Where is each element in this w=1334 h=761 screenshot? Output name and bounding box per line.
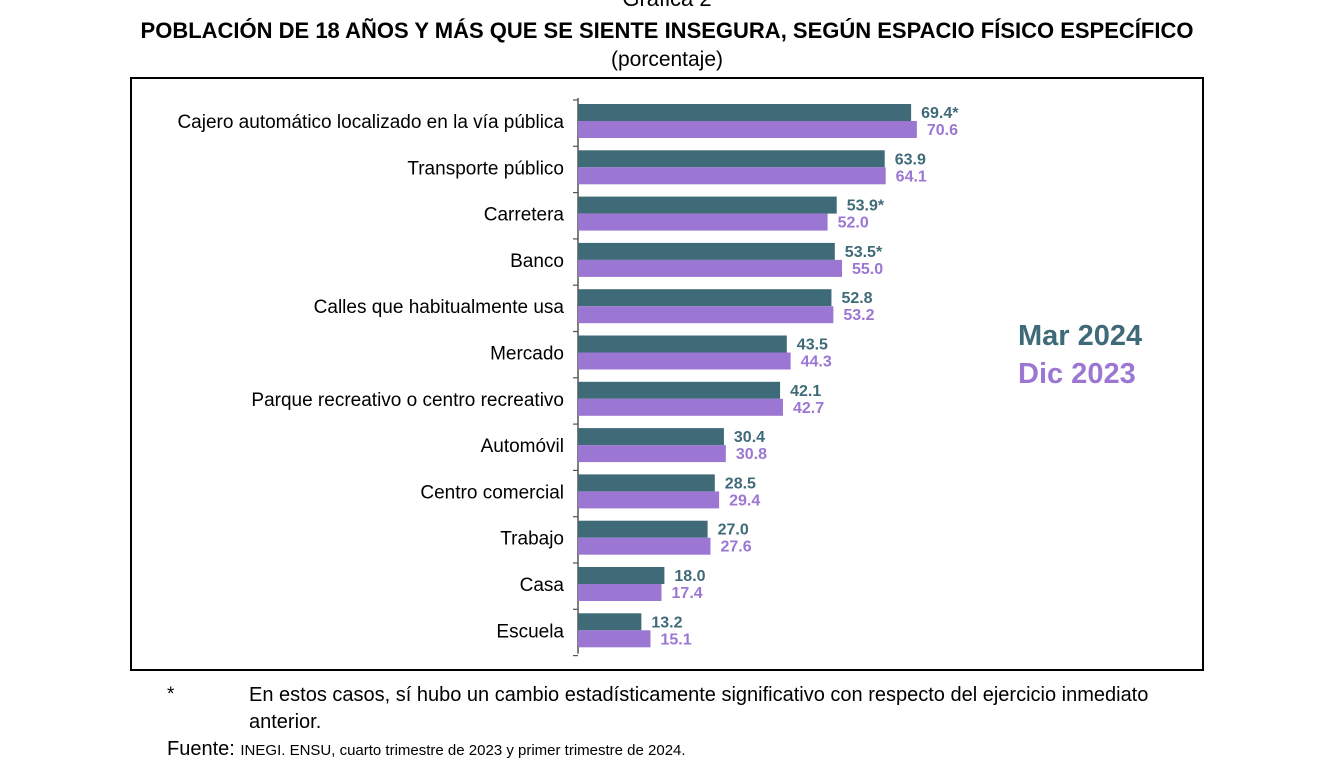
data-label: 70.6 <box>927 122 958 139</box>
chart-frame: Cajero automático localizado en la vía p… <box>130 77 1204 671</box>
bar-mar-2024 <box>578 474 715 492</box>
data-label: 18.0 <box>674 568 705 585</box>
data-label: 53.5* <box>845 244 883 261</box>
data-label: 53.2 <box>843 307 874 324</box>
bar-dic-2023 <box>578 167 886 185</box>
bar-mar-2024 <box>578 335 787 353</box>
legend-entry: Mar 2024 <box>1018 320 1142 352</box>
chart-subtitle: (porcentaje) <box>610 48 724 71</box>
bar-dic-2023 <box>578 398 783 416</box>
data-label: 64.1 <box>896 168 927 185</box>
data-label: 52.8 <box>841 290 872 307</box>
bar-mar-2024 <box>578 104 912 121</box>
data-label: 43.5 <box>797 337 828 354</box>
footnote-symbol: * <box>167 684 175 705</box>
bar-mar-2024 <box>578 613 642 631</box>
category-label: Banco <box>510 251 564 272</box>
bar-mar-2024 <box>578 567 665 584</box>
source-text: INEGI. ENSU, cuarto trimestre de 2023 y … <box>240 742 686 759</box>
data-label: 27.6 <box>720 539 751 556</box>
bar-dic-2023 <box>578 306 834 324</box>
category-label: Casa <box>520 575 565 596</box>
category-label: Cajero automático localizado en la vía p… <box>177 112 564 133</box>
category-label: Automóvil <box>481 436 564 457</box>
bar-dic-2023 <box>578 630 651 648</box>
category-label: Centro comercial <box>420 482 564 503</box>
data-label: 29.4 <box>729 492 760 509</box>
data-label: 30.4 <box>734 429 765 446</box>
bar-mar-2024 <box>578 242 835 260</box>
data-label: 28.5 <box>725 475 756 492</box>
bar-dic-2023 <box>578 259 842 277</box>
data-label: 42.1 <box>790 383 821 400</box>
category-label: Mercado <box>490 344 564 365</box>
data-label: 69.4* <box>921 105 959 122</box>
bar-mar-2024 <box>578 150 885 168</box>
bar-chart: Cajero automático localizado en la vía p… <box>177 98 1142 657</box>
data-label: 15.1 <box>660 631 691 648</box>
bar-dic-2023 <box>578 121 917 138</box>
data-label: 17.4 <box>672 585 703 602</box>
bar-dic-2023 <box>578 445 726 463</box>
bar-dic-2023 <box>578 213 828 231</box>
bar-dic-2023 <box>578 537 711 555</box>
legend-entry: Dic 2023 <box>1018 358 1136 390</box>
data-label: 52.0 <box>838 215 869 232</box>
data-label: 63.9 <box>895 151 926 168</box>
data-label: 55.0 <box>852 261 883 278</box>
category-label: Parque recreativo o centro recreativo <box>251 390 564 411</box>
data-label: 42.7 <box>793 400 824 417</box>
category-label: Transporte público <box>407 158 564 179</box>
data-label: 27.0 <box>718 522 749 539</box>
data-label: 30.8 <box>736 446 767 463</box>
bar-mar-2024 <box>578 520 708 538</box>
bar-mar-2024 <box>578 196 837 214</box>
category-label: Trabajo <box>500 529 564 550</box>
category-label: Carretera <box>484 205 565 226</box>
category-label: Calles que habitualmente usa <box>314 297 565 318</box>
bar-dic-2023 <box>578 352 791 370</box>
bar-mar-2024 <box>578 381 781 399</box>
figure-label: Gráfica 2 <box>0 0 1334 12</box>
data-label: 53.9* <box>847 198 885 215</box>
bar-mar-2024 <box>578 289 832 307</box>
bar-dic-2023 <box>578 491 720 509</box>
source-label: Fuente: <box>167 738 235 760</box>
data-label: 44.3 <box>801 354 832 371</box>
footnote-text: En estos casos, sí hubo un cambio estadí… <box>249 684 1149 733</box>
data-label: 13.2 <box>651 614 682 631</box>
bar-dic-2023 <box>578 584 662 601</box>
chart-title: POBLACIÓN DE 18 AÑOS Y MÁS QUE SE SIENTE… <box>140 18 1194 43</box>
bar-mar-2024 <box>578 428 724 446</box>
category-label: Escuela <box>496 621 564 642</box>
